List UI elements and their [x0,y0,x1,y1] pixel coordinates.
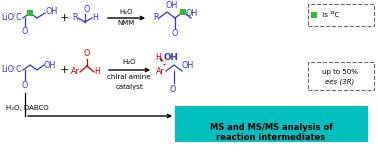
Bar [311,12,317,18]
Text: MS and MS/MS analysis of: MS and MS/MS analysis of [209,122,332,131]
Text: OH: OH [182,61,194,70]
Text: ₂: ₂ [13,65,15,70]
Bar [27,10,33,16]
Text: OH: OH [165,1,177,10]
Text: ees (3R): ees (3R) [325,79,355,85]
Text: LiO: LiO [1,66,14,75]
Text: H₂O, DABCO: H₂O, DABCO [6,105,49,111]
Text: catalyst: catalyst [115,84,143,90]
Text: H₂O: H₂O [119,9,133,15]
Text: O: O [22,82,28,91]
Text: OH: OH [164,52,179,61]
Text: Ar: Ar [156,67,165,76]
Text: H: H [92,13,98,22]
Text: OH: OH [186,9,198,18]
Text: +: + [59,65,69,75]
Text: H: H [155,54,161,63]
Text: R: R [153,13,158,22]
Text: H₂O: H₂O [122,59,136,65]
Text: reaction intermediates: reaction intermediates [216,133,325,142]
Text: ₂: ₂ [13,13,15,18]
Text: chiral amine: chiral amine [107,74,151,80]
Text: O: O [22,27,28,36]
Text: R: R [72,13,77,22]
Text: OH: OH [45,7,57,16]
Bar [180,9,186,15]
Text: O: O [170,85,177,94]
Text: O: O [172,30,178,39]
Bar [308,62,374,90]
FancyBboxPatch shape [175,106,368,142]
Text: ¹³C: ¹³C [330,12,340,18]
Text: NMM: NMM [118,20,135,26]
Text: is: is [320,12,330,18]
Text: C: C [16,13,22,22]
Text: +: + [59,13,69,23]
Text: OH: OH [44,61,56,70]
Text: Ar: Ar [71,67,80,76]
Text: H: H [94,67,100,76]
Text: up to 50%: up to 50% [322,69,358,75]
Text: C: C [16,66,22,75]
Text: O: O [83,6,89,15]
Text: LiO: LiO [1,13,14,22]
Text: O: O [84,49,90,58]
Bar [308,4,374,26]
